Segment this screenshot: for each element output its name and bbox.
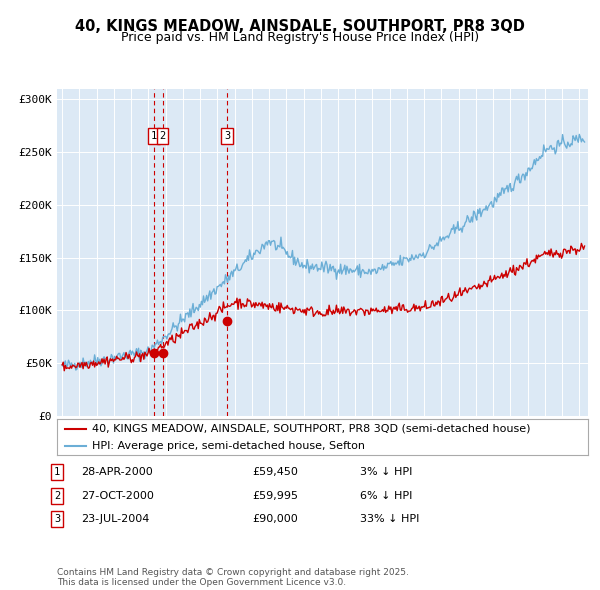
Text: 2: 2 <box>54 491 60 500</box>
Text: 33% ↓ HPI: 33% ↓ HPI <box>360 514 419 524</box>
Text: 3: 3 <box>224 131 230 141</box>
Text: 40, KINGS MEADOW, AINSDALE, SOUTHPORT, PR8 3QD: 40, KINGS MEADOW, AINSDALE, SOUTHPORT, P… <box>75 19 525 34</box>
Text: £59,995: £59,995 <box>252 491 298 500</box>
Text: HPI: Average price, semi-detached house, Sefton: HPI: Average price, semi-detached house,… <box>92 441 365 451</box>
Text: 40, KINGS MEADOW, AINSDALE, SOUTHPORT, PR8 3QD (semi-detached house): 40, KINGS MEADOW, AINSDALE, SOUTHPORT, P… <box>92 424 530 434</box>
Text: £90,000: £90,000 <box>252 514 298 524</box>
Text: £59,450: £59,450 <box>252 467 298 477</box>
Text: Price paid vs. HM Land Registry's House Price Index (HPI): Price paid vs. HM Land Registry's House … <box>121 31 479 44</box>
Text: 27-OCT-2000: 27-OCT-2000 <box>81 491 154 500</box>
Text: Contains HM Land Registry data © Crown copyright and database right 2025.
This d: Contains HM Land Registry data © Crown c… <box>57 568 409 587</box>
Text: 1: 1 <box>151 131 157 141</box>
Text: 28-APR-2000: 28-APR-2000 <box>81 467 153 477</box>
Text: 1: 1 <box>54 467 60 477</box>
Text: 3% ↓ HPI: 3% ↓ HPI <box>360 467 412 477</box>
Text: 2: 2 <box>160 131 166 141</box>
Text: 23-JUL-2004: 23-JUL-2004 <box>81 514 149 524</box>
Text: 3: 3 <box>54 514 60 524</box>
Text: 6% ↓ HPI: 6% ↓ HPI <box>360 491 412 500</box>
